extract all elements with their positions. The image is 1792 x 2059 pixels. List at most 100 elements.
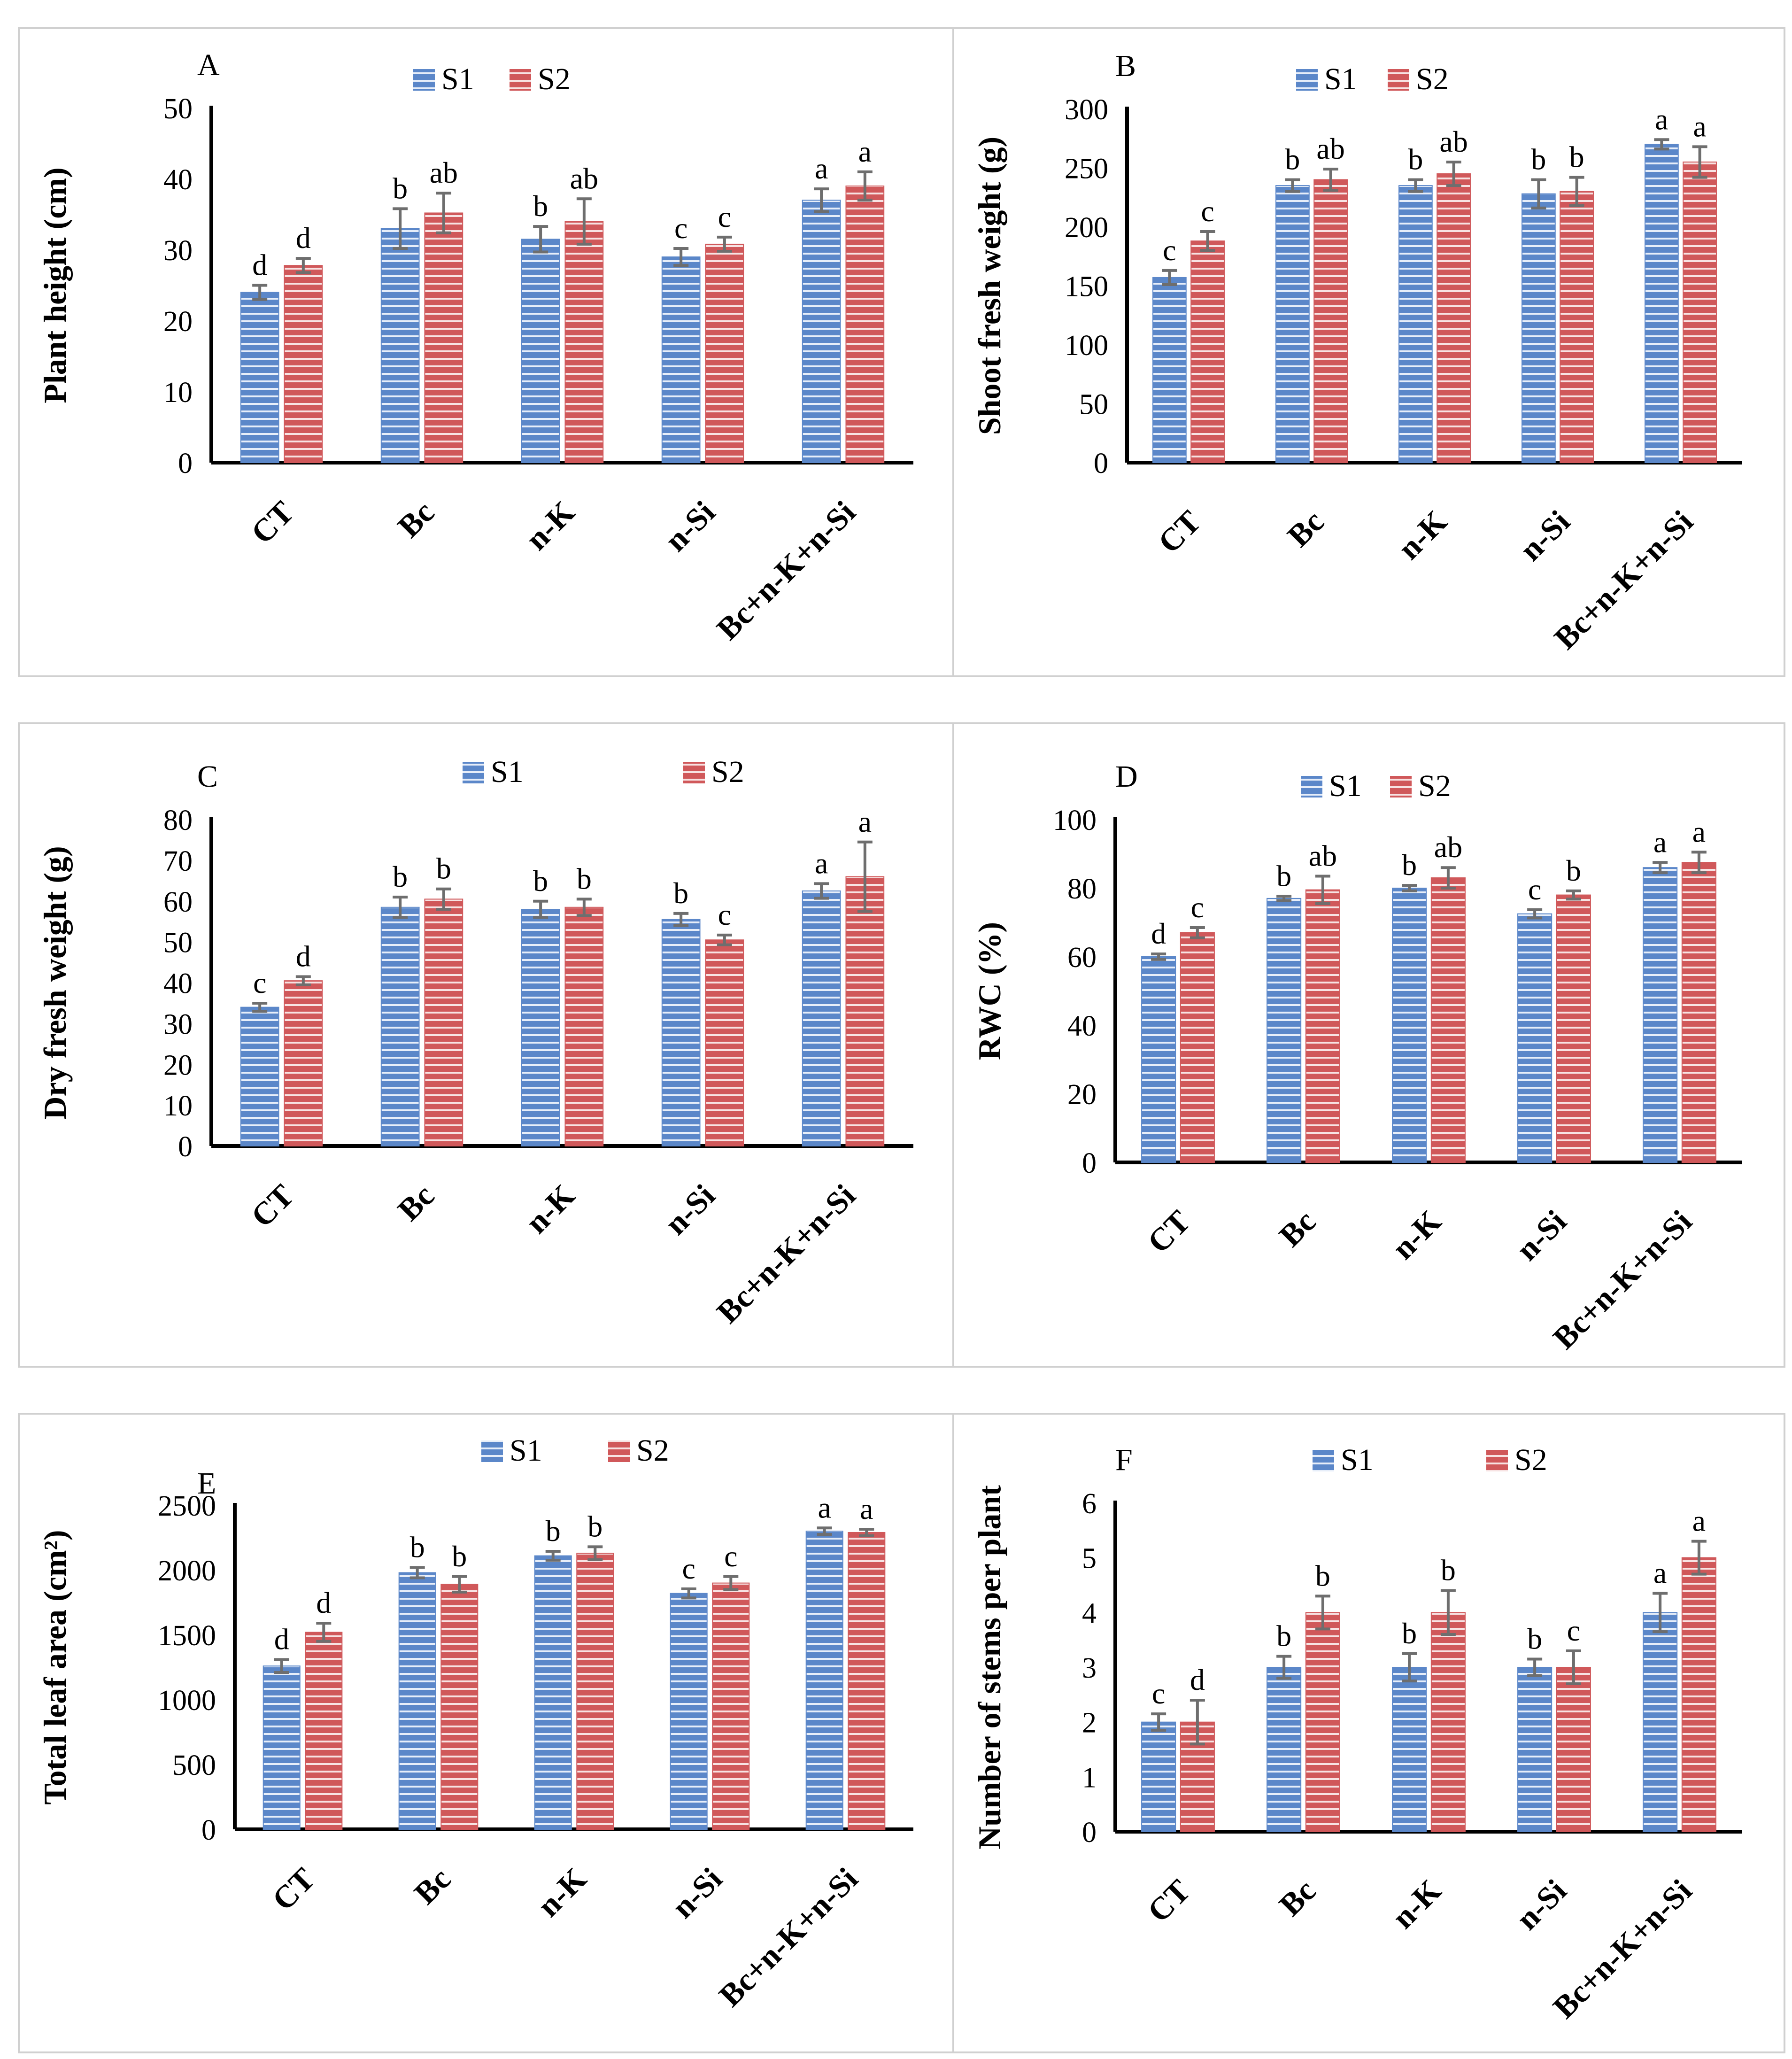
panel-border — [952, 722, 1785, 1368]
significance-letter: c — [682, 1552, 695, 1585]
legend-label-s2: S2 — [636, 1433, 669, 1468]
significance-letter: b — [1566, 854, 1581, 887]
legend-label-s2: S2 — [1416, 62, 1449, 96]
bar-s1-ct — [240, 292, 279, 463]
panel-label: B — [1115, 49, 1136, 83]
y-tick-label: 0 — [1082, 1817, 1097, 1849]
bar-s1-bc — [380, 906, 420, 1146]
bar-s1-bc+n-k+n-si — [802, 890, 841, 1146]
significance-letter: a — [860, 1492, 873, 1525]
significance-letter: c — [1163, 233, 1176, 267]
panel-border — [952, 1413, 1785, 2053]
significance-letter: b — [1441, 1554, 1456, 1587]
bar-s1-bc — [1275, 185, 1310, 463]
bar-s2-bc+n-k+n-si — [1683, 161, 1717, 463]
significance-letter: b — [393, 171, 408, 205]
legend-swatch-s1 — [481, 1440, 503, 1462]
significance-letter: c — [1567, 1614, 1580, 1647]
y-tick-label: 70 — [163, 845, 193, 877]
x-tick-label: n-K — [1391, 503, 1454, 566]
significance-letter: ab — [1316, 132, 1344, 165]
bar-s2-n-si — [712, 1582, 750, 1830]
legend-label-s2: S2 — [1418, 769, 1451, 803]
x-tick-label: Bc — [391, 1177, 441, 1228]
significance-letter: b — [546, 1514, 561, 1548]
legend-label-s1: S1 — [1341, 1443, 1374, 1477]
bar-s2-n-k — [564, 221, 604, 464]
significance-letter: d — [296, 221, 311, 255]
bar-s2-bc+n-k+n-si — [845, 876, 885, 1146]
significance-letter: b — [452, 1540, 467, 1573]
legend-label-s1: S1 — [491, 755, 524, 789]
bar-s2-n-si — [1556, 894, 1591, 1163]
x-tick-label: Bc — [391, 494, 441, 544]
bar-s2-bc — [424, 898, 463, 1146]
bar-s2-bc+n-k+n-si — [845, 186, 885, 464]
panel-label: F — [1115, 1443, 1133, 1477]
chart-panel-C: C S1 S2 0 10 20 30 40 50 60 70 80 Dry fresh weight (… — [18, 722, 954, 1368]
y-tick-label: 1 — [1082, 1762, 1097, 1794]
significance-letter: d — [1151, 917, 1166, 950]
bar-s1-bc+n-k+n-si — [1643, 867, 1678, 1163]
legend-swatch-s1 — [1296, 69, 1318, 91]
y-tick-label: 20 — [163, 1049, 193, 1081]
chart-panel-B: B S1 S2 0 50 100 150 200 250 300 Shoot fresh weigh… — [952, 27, 1785, 677]
legend-swatch-s1 — [1313, 1450, 1334, 1471]
legend-swatch-s1 — [463, 762, 484, 783]
bar-s1-n-si — [1522, 193, 1556, 464]
legend-label-s2: S2 — [1514, 1443, 1547, 1477]
chart-panel-E: E S1 S2 0 500 1000 1500 2000 2500 Total leaf area… — [18, 1413, 954, 2053]
bar-s1-n-k — [1392, 1667, 1427, 1832]
bar-s2-bc — [1305, 1612, 1340, 1832]
bar-s1-bc — [380, 228, 420, 463]
significance-letter: b — [587, 1509, 602, 1543]
y-tick-label: 2 — [1082, 1707, 1097, 1739]
y-axis-title: Plant height (cm) — [37, 167, 73, 403]
significance-letter: a — [815, 846, 828, 880]
panel-label: D — [1115, 759, 1138, 794]
y-tick-label: 0 — [178, 1131, 193, 1163]
x-tick-label: Bc — [1280, 503, 1330, 554]
x-tick-label: n-K — [1385, 1203, 1448, 1266]
bar-s1-n-k — [1392, 888, 1427, 1163]
x-tick-label: CT — [1151, 503, 1208, 560]
legend-swatch-s1 — [1301, 776, 1322, 797]
legend-label-s1: S1 — [1329, 769, 1362, 803]
significance-letter: a — [1655, 102, 1668, 136]
bar-s1-bc — [1267, 898, 1302, 1163]
bar-s2-n-k — [1437, 173, 1471, 463]
bar-s1-n-si — [661, 919, 701, 1146]
y-tick-label: 10 — [163, 1090, 193, 1122]
bar-s2-bc — [440, 1584, 479, 1830]
x-tick-label: Bc — [1272, 1203, 1322, 1254]
y-tick-label: 10 — [163, 377, 193, 409]
significance-letter: a — [858, 805, 872, 838]
bar-s2-bc — [424, 212, 463, 464]
bar-s1-n-si — [1517, 1667, 1553, 1832]
bar-s1-bc+n-k+n-si — [802, 200, 841, 463]
y-tick-label: 500 — [172, 1749, 216, 1781]
bar-s1-ct — [1141, 956, 1176, 1163]
significance-letter: b — [1276, 1619, 1291, 1653]
x-tick-label: n-K — [518, 494, 581, 557]
y-tick-label: 40 — [163, 164, 193, 196]
legend-label-s1: S1 — [510, 1433, 542, 1468]
significance-letter: ab — [570, 162, 598, 195]
significance-letter: c — [253, 966, 266, 999]
significance-letter: d — [274, 1622, 289, 1656]
panel-label: C — [197, 759, 218, 794]
significance-letter: b — [673, 876, 688, 910]
legend-swatch-s2 — [1486, 1450, 1508, 1471]
bar-s2-n-si — [1560, 191, 1594, 463]
x-tick-label: n-Si — [1509, 1873, 1574, 1937]
panel-label: E — [197, 1466, 216, 1501]
significance-letter: a — [1653, 825, 1667, 859]
y-tick-label: 30 — [163, 1008, 193, 1040]
y-tick-label: 3 — [1082, 1652, 1097, 1684]
legend-swatch-s2 — [608, 1440, 630, 1462]
bar-s2-bc — [1313, 179, 1348, 464]
x-tick-label: Bc+n-K+n-Si — [710, 494, 862, 647]
legend-label-s1: S1 — [1324, 62, 1357, 96]
y-tick-label: 20 — [1067, 1079, 1097, 1111]
